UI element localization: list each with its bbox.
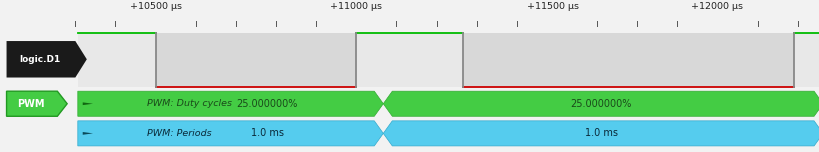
Text: PWM: Duty cycles: PWM: Duty cycles bbox=[147, 99, 233, 108]
Bar bbox=[78, 33, 819, 87]
Bar bbox=[794, 33, 819, 87]
Text: PWM: PWM bbox=[17, 99, 45, 109]
Text: 1.0 ms: 1.0 ms bbox=[585, 128, 618, 138]
Text: +11000 μs: +11000 μs bbox=[330, 2, 382, 10]
Polygon shape bbox=[83, 132, 93, 135]
Text: 25.000000%: 25.000000% bbox=[237, 99, 298, 109]
Polygon shape bbox=[383, 91, 819, 116]
Text: +10500 μs: +10500 μs bbox=[129, 2, 182, 10]
Text: +11500 μs: +11500 μs bbox=[527, 2, 579, 10]
Polygon shape bbox=[7, 91, 67, 116]
Polygon shape bbox=[78, 121, 383, 146]
Polygon shape bbox=[383, 121, 819, 146]
Text: +12000 μs: +12000 μs bbox=[690, 2, 743, 10]
Text: 1.0 ms: 1.0 ms bbox=[251, 128, 284, 138]
Bar bbox=[78, 33, 156, 87]
Bar bbox=[356, 33, 463, 87]
Polygon shape bbox=[7, 41, 87, 78]
Text: PWM: Periods: PWM: Periods bbox=[147, 129, 212, 138]
Polygon shape bbox=[78, 91, 383, 116]
Text: 25.000000%: 25.000000% bbox=[571, 99, 631, 109]
Text: logic.D1: logic.D1 bbox=[19, 55, 61, 64]
Polygon shape bbox=[83, 102, 93, 105]
